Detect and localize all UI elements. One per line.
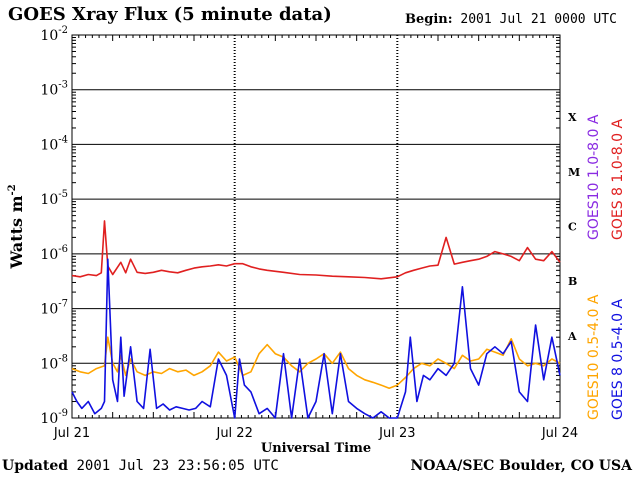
updated-info: Updated 2001 Jul 23 23:56:05 UTC [2,458,279,474]
updated-value: 2001 Jul 23 23:56:05 UTC [76,458,279,474]
begin-label: Begin: [405,12,453,27]
y-axis-title: Watts m-2 [7,184,26,269]
x-tick-label: Jul 21 [53,426,90,441]
y-tick-label: 10-5 [40,189,68,208]
series-line [71,336,561,390]
y-tick-label: 10-8 [40,353,68,372]
flare-class-label: B [568,275,577,288]
series-line [71,258,561,419]
y-tick-label: 10-9 [40,408,68,427]
plot-frame [71,34,561,419]
x-axis-title: Universal Time [261,441,371,456]
flare-class-label: C [568,221,577,234]
page-title: GOES Xray Flux (5 minute data) [8,4,332,25]
legend-entry: GOES 8 0.5-4.0 A [610,299,626,420]
series-line [71,220,561,280]
begin-value: 2001 Jul 21 0000 UTC [460,12,617,27]
y-tick-label: 10-4 [40,134,68,153]
legend-entry: GOES10 0.5-4.0 A [586,294,602,420]
x-tick-label: Jul 24 [541,426,578,441]
flare-class-label: X [568,111,577,124]
begin-info: Begin: 2001 Jul 21 0000 UTC [405,12,617,27]
y-tick-label: 10-7 [40,299,68,318]
flare-class-label: M [568,166,580,179]
x-tick-label: Jul 23 [378,426,415,441]
updated-label: Updated [2,458,69,474]
y-tick-label: 10-6 [40,244,68,263]
legend-entry: GOES10 1.0-8.0 A [586,114,602,240]
y-tick-label: 10-2 [40,25,68,44]
legend-entry: GOES 8 1.0-8.0 A [610,119,626,240]
y-tick-label: 10-3 [40,80,68,99]
x-tick-label: Jul 22 [215,426,252,441]
flare-class-label: A [567,330,577,343]
credit: NOAA/SEC Boulder, CO USA [410,458,633,474]
